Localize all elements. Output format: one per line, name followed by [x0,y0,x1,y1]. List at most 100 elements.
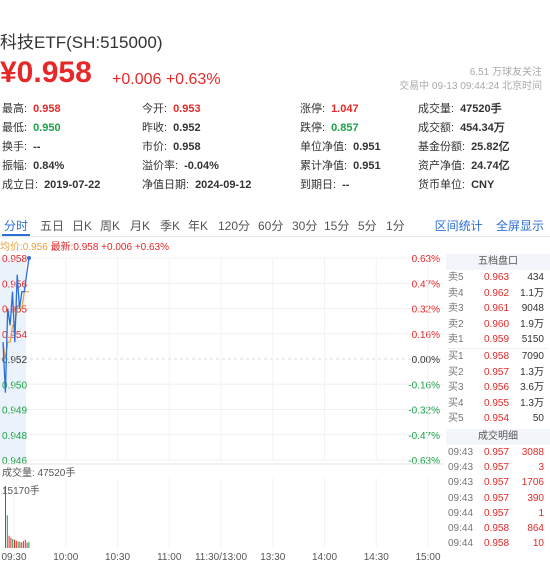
tab-period[interactable]: 60分 [258,219,284,233]
trade-price: 0.957 [484,462,510,474]
stats-row: 换手: -- 市价: 0.958 单位净值: 0.951 基金份额: 25.82亿 [2,138,548,157]
stats-grid: 最高: 0.958 今开: 0.953 涨停: 1.047 成交量: 47520手 最低: 0.9… [2,100,548,195]
stats-row: 最低: 0.950 昨收: 0.952 跌停: 0.857 成交额: 454.34万 [2,119,548,138]
level-label: 买1 [448,350,464,362]
followers-count: 6.51 万球友关注 [469,67,542,78]
trade-row: 09:43 0.957 3088 [446,445,550,460]
trade-volume: 864 [527,522,544,534]
y-tick-label-right: 0.16% [412,330,440,341]
x-tick-label: 09:30 [1,552,26,563]
volume-bar [8,535,10,548]
trade-row: 09:44 0.958 864 [446,521,550,536]
range-stats-link[interactable]: 区间统计 [434,219,483,233]
level-volume: 50 [532,413,544,425]
stat-value: 24.74亿 [471,160,510,172]
trade-volume: 10 [532,538,544,550]
volume-bar [26,542,28,548]
stat-label: 跌停: [300,122,326,134]
stat-item: 单位净值: 0.951 [300,138,418,157]
tab-period[interactable]: 五日 [40,219,65,233]
stat-value: 1.047 [331,103,359,115]
bid-row: 买4 0.955 1.3万 [446,396,550,412]
trade-price: 0.957 [484,492,510,504]
y-tick-label-right: 0.63% [412,254,440,265]
stats-row: 成立日: 2019-07-22 净值日期: 2024-09-12 到期日: -- 货币单位:… [2,176,548,195]
stat-item: 基金份额: 25.82亿 [418,138,548,157]
trade-time: 09:44 [448,507,474,519]
tab-period[interactable]: 年K [188,219,209,233]
level-label: 卖1 [448,334,464,346]
tab-period[interactable]: 15分 [324,219,350,233]
stat-item: 跌停: 0.857 [300,119,418,138]
stat-label: 溢价率: [142,160,179,172]
stat-item: 涨停: 1.047 [300,100,418,119]
stat-item: 今开: 0.953 [142,100,300,119]
level-label: 卖3 [448,303,464,315]
stat-label: 累计净值: [300,160,348,172]
stat-item: 昨收: 0.952 [142,119,300,138]
level-volume: 9048 [521,303,544,315]
tab-period[interactable]: 日K [72,219,93,233]
stat-item: 成交额: 454.34万 [418,119,548,138]
tab-period[interactable]: 月K [130,219,151,233]
level-label: 卖2 [448,318,464,330]
y-tick-label-right: -0.47% [408,431,440,442]
level-price: 0.955 [484,397,510,409]
level-price: 0.962 [484,287,510,299]
fullscreen-link[interactable]: 全屏显示 [495,219,544,233]
trade-row: 09:43 0.957 3 [446,460,550,475]
intraday-chart[interactable]: 0.958 0.63%0.956 0.47%0.955 0.32%0.954 0.16%… [0,250,444,565]
ask-row: 卖5 0.963 434 [446,270,550,286]
y-tick-label-right: -0.32% [408,406,440,417]
stat-label: 最低: [2,122,28,134]
level-price: 0.954 [484,413,510,425]
stat-label: 昨收: [142,122,168,134]
stat-value: CNY [471,179,495,191]
stat-label: 涨停: [300,103,326,115]
stat-label: 最高: [2,103,28,115]
stat-label: 振幅: [2,160,28,172]
tab-period[interactable]: 5分 [358,219,377,233]
tab-period[interactable]: 120分 [218,219,251,233]
tab-period[interactable]: 30分 [292,219,318,233]
trade-time: 09:43 [448,462,474,474]
volume-bar [28,541,30,548]
trade-volume: 390 [527,492,544,504]
stat-label: 今开: [142,103,168,115]
level-volume: 1.3万 [520,397,544,409]
stat-value: 2019-07-22 [44,179,101,191]
volume-bar [17,541,19,548]
level-label: 卖5 [448,272,464,283]
stat-value: 0.953 [173,103,201,115]
volume-max-label: 15170手 [2,484,40,497]
ask-row: 卖4 0.962 1.1万 [446,286,550,302]
trade-row: 09:44 0.957 1 [446,506,550,521]
stat-value: -0.04% [184,160,219,172]
stat-value: -- [33,141,41,153]
stat-label: 基金份额: [418,141,466,153]
stat-value: 0.952 [173,122,201,134]
tab-period[interactable]: 周K [100,219,121,233]
volume-bar [23,541,24,548]
trade-price: 0.957 [484,446,510,458]
orderbook-title: 五档盘口 [446,254,550,270]
stats-row: 振幅: 0.84% 溢价率: -0.04% 累计净值: 0.951 资产净值: 24.74亿 [2,157,548,176]
level-price: 0.960 [484,318,510,330]
stat-label: 净值日期: [142,179,190,191]
tab-period[interactable]: 分时 [4,219,29,233]
level-price: 0.957 [484,366,510,378]
tab-period[interactable]: 1分 [386,219,405,233]
trades-title: 成交明细 [446,428,550,445]
y-tick-label-right: -0.63% [408,456,440,467]
y-tick-label-right: 0.00% [412,355,440,366]
price-change: +0.006 +0.63% [112,71,221,88]
active-tab-underline [2,234,30,236]
tab-period[interactable]: 季K [160,219,181,233]
stat-value: 0.857 [331,122,359,134]
level-volume: 7090 [521,350,544,362]
stat-item: 成立日: 2019-07-22 [2,176,142,195]
latest-price-legend: 最新:0.958 +0.006 +0.63% [50,242,170,253]
trade-price: 0.958 [484,538,510,550]
stat-item: 到期日: -- [300,176,418,195]
stat-value: 0.951 [353,141,381,153]
